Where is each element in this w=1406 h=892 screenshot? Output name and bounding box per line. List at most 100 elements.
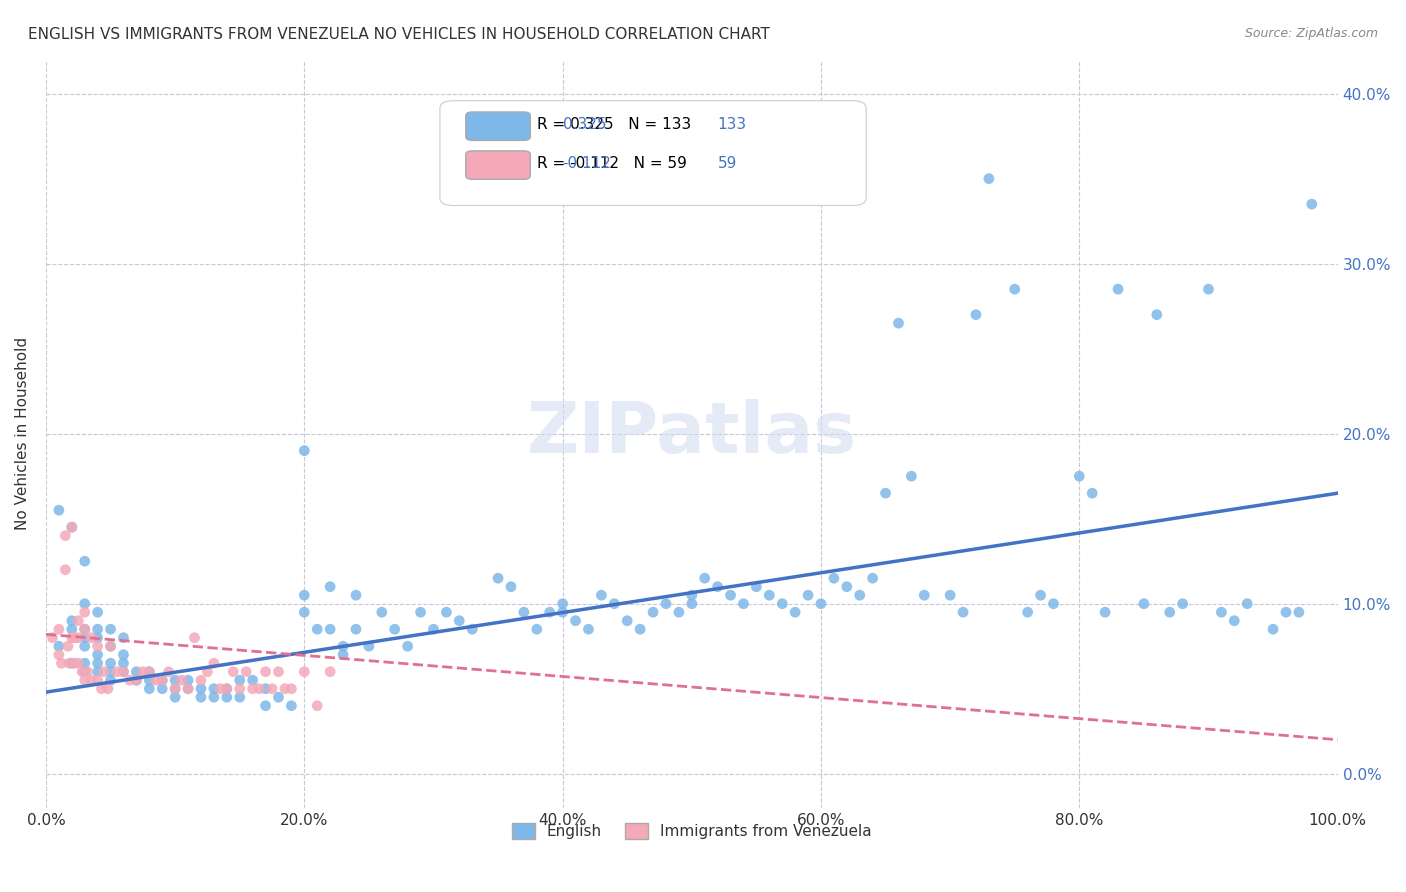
Point (100, 657, 122, 671)
Point (190, 673, 212, 688)
Point (165, 673, 187, 688)
Point (875, 486, 897, 500)
Point (292, 665, 315, 679)
Point (1236, 597, 1258, 611)
Point (551, 605, 574, 619)
Point (60, 614, 83, 628)
Point (292, 443, 315, 458)
Point (1146, 308, 1168, 322)
Text: ZIPatlas: ZIPatlas (527, 400, 856, 468)
Point (770, 597, 793, 611)
FancyBboxPatch shape (465, 151, 530, 179)
Point (112, 665, 135, 679)
Point (86, 673, 108, 688)
Point (1159, 605, 1181, 619)
Point (267, 665, 290, 679)
Point (247, 681, 270, 696)
Point (1223, 614, 1246, 628)
Point (965, 308, 987, 322)
Point (1275, 605, 1298, 619)
Point (63, 657, 86, 671)
Point (125, 673, 148, 688)
Point (1017, 605, 1039, 619)
Point (56, 639, 79, 653)
Point (132, 665, 155, 679)
Point (616, 614, 638, 628)
Text: Source: ZipAtlas.com: Source: ZipAtlas.com (1244, 27, 1378, 40)
Point (41, 631, 63, 645)
Text: 59: 59 (717, 156, 737, 171)
Point (307, 698, 329, 713)
Point (190, 690, 212, 705)
Point (242, 681, 264, 696)
Point (100, 639, 122, 653)
Text: 0.325: 0.325 (562, 117, 606, 132)
Point (551, 597, 574, 611)
Point (86, 657, 108, 671)
Point (499, 580, 522, 594)
Point (73, 639, 96, 653)
Point (86, 605, 108, 619)
Point (591, 588, 613, 602)
Point (100, 673, 122, 688)
Point (138, 665, 160, 679)
Point (86, 631, 108, 645)
Point (63, 631, 86, 645)
Point (785, 605, 807, 619)
Point (1171, 597, 1194, 611)
Point (254, 698, 277, 713)
Text: 133: 133 (717, 117, 747, 132)
Point (332, 639, 354, 653)
Point (215, 681, 238, 696)
Point (578, 622, 600, 636)
Point (67, 614, 90, 628)
Point (486, 571, 509, 585)
Point (73, 622, 96, 636)
Point (170, 673, 193, 688)
Point (73, 631, 96, 645)
Point (67, 657, 90, 671)
Point (422, 622, 444, 636)
Point (215, 681, 238, 696)
Point (58, 657, 80, 671)
Point (177, 673, 200, 688)
Point (655, 597, 678, 611)
Point (202, 690, 225, 705)
Point (1094, 605, 1116, 619)
Point (202, 681, 225, 696)
Point (1069, 469, 1091, 483)
FancyBboxPatch shape (465, 112, 530, 140)
Point (215, 690, 238, 705)
Point (254, 681, 277, 696)
Point (513, 605, 536, 619)
Point (165, 681, 187, 696)
Point (835, 580, 858, 594)
Point (51, 657, 73, 671)
Point (628, 622, 651, 636)
Point (86, 622, 108, 636)
Point (228, 681, 250, 696)
Point (745, 580, 768, 594)
Point (939, 588, 962, 602)
Point (1301, 197, 1323, 211)
Point (810, 597, 832, 611)
Point (706, 580, 728, 594)
Point (48, 503, 70, 517)
Point (641, 605, 664, 619)
Point (112, 657, 135, 671)
Point (267, 690, 290, 705)
Point (526, 622, 548, 636)
Point (105, 665, 128, 679)
Point (538, 605, 561, 619)
Point (48, 622, 70, 636)
Point (758, 588, 780, 602)
Point (274, 681, 297, 696)
Point (112, 631, 135, 645)
Point (319, 622, 342, 636)
Point (67, 631, 90, 645)
Point (90, 681, 112, 696)
Point (862, 571, 884, 585)
Point (125, 673, 148, 688)
Point (100, 639, 122, 653)
Point (177, 681, 200, 696)
